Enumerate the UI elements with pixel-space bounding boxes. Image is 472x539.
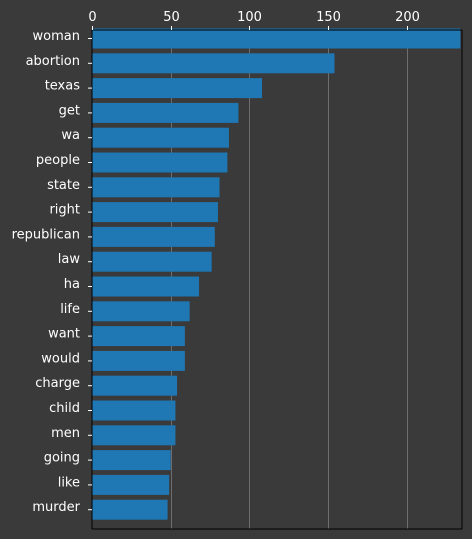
bar-life xyxy=(92,301,190,322)
bar-abortion xyxy=(92,53,335,74)
bar-state xyxy=(92,177,220,198)
bar-going xyxy=(92,450,171,471)
y-tick-label: people xyxy=(36,153,80,168)
bar-like xyxy=(92,474,170,495)
bar-murder xyxy=(92,499,168,520)
bar-want xyxy=(92,326,185,347)
y-tick-label: law xyxy=(58,252,81,267)
bar-ha xyxy=(92,276,200,297)
bar-wa xyxy=(92,127,229,148)
y-tick-label: want xyxy=(48,327,80,342)
y-tick-label: get xyxy=(59,103,80,118)
y-tick-label: men xyxy=(51,426,80,441)
bar-child xyxy=(92,400,176,421)
y-tick-label: would xyxy=(41,351,80,366)
y-tick-label: like xyxy=(58,475,80,490)
x-tick-label: 50 xyxy=(163,10,180,25)
x-tick-label: 100 xyxy=(237,10,262,25)
y-tick-label: wa xyxy=(61,128,80,143)
y-tick-label: right xyxy=(49,203,80,218)
bar-men xyxy=(92,425,176,446)
y-tick-label: charge xyxy=(35,376,80,391)
y-tick-label: republican xyxy=(12,227,80,242)
y-tick-label: murder xyxy=(32,500,80,515)
x-tick-label: 150 xyxy=(316,10,341,25)
bar-would xyxy=(92,350,185,371)
y-tick-label: going xyxy=(44,451,80,466)
bar-republican xyxy=(92,226,215,247)
x-tick-label: 0 xyxy=(88,10,96,25)
x-ticks: 0 50 100 150 200 xyxy=(88,10,420,30)
bar-texas xyxy=(92,78,263,99)
x-tick-label: 200 xyxy=(395,10,420,25)
bars xyxy=(92,28,461,520)
bar-woman xyxy=(92,28,461,49)
y-tick-label: state xyxy=(47,178,80,193)
y-tick-label: life xyxy=(60,302,80,317)
y-tick-label: child xyxy=(49,401,80,416)
bar-charge xyxy=(92,375,178,396)
y-tick-label: texas xyxy=(45,79,81,94)
bar-law xyxy=(92,251,212,272)
y-tick-label: abortion xyxy=(26,54,80,69)
y-tick-label: ha xyxy=(64,277,80,292)
y-tick-label: woman xyxy=(33,29,80,44)
bar-people xyxy=(92,152,228,173)
bar-get xyxy=(92,102,239,123)
bar-right xyxy=(92,202,218,223)
y-ticks: woman abortion texas get wa people state right r… xyxy=(12,29,92,515)
